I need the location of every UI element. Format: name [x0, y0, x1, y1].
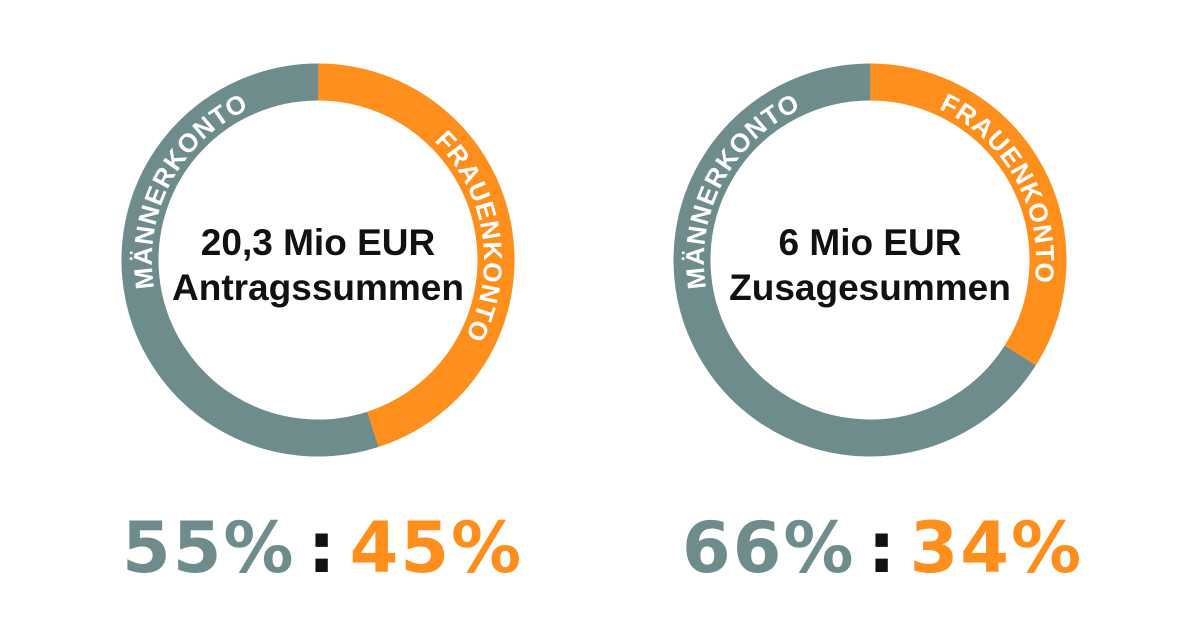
ratio-women-value: 34%	[909, 507, 1084, 589]
donut-segments	[121, 63, 515, 457]
donut-chart-antragssummen: 20,3 Mio EUR Antragssummen MÄNNERKONTO F…	[121, 63, 515, 457]
center-caption: Antragssummen	[172, 267, 464, 308]
center-amount: 20,3 Mio EUR	[201, 222, 435, 263]
donut-chart-zusagesummen: 6 Mio EUR Zusagesummen MÄNNERKONTO FRAUE…	[673, 63, 1067, 457]
segment-maennerkonto	[121, 63, 379, 457]
segment-frauenkonto	[317, 63, 515, 447]
center-amount: 6 Mio EUR	[779, 222, 962, 263]
ratio-zusagesummen: 66% : 34%	[682, 507, 1081, 589]
ratio-men-value: 55%	[122, 507, 296, 589]
ratio-separator: :	[867, 507, 898, 589]
segment-maennerkonto	[673, 63, 1036, 457]
ratio-women-value: 45%	[349, 507, 524, 589]
ratio-men-value: 66%	[682, 507, 856, 589]
center-caption: Zusagesummen	[729, 267, 1011, 308]
segment-frauenkonto	[869, 63, 1067, 366]
ratio-separator: :	[307, 507, 338, 589]
donut-segments	[673, 63, 1067, 457]
ratio-antragssummen: 55% : 45%	[122, 507, 521, 589]
